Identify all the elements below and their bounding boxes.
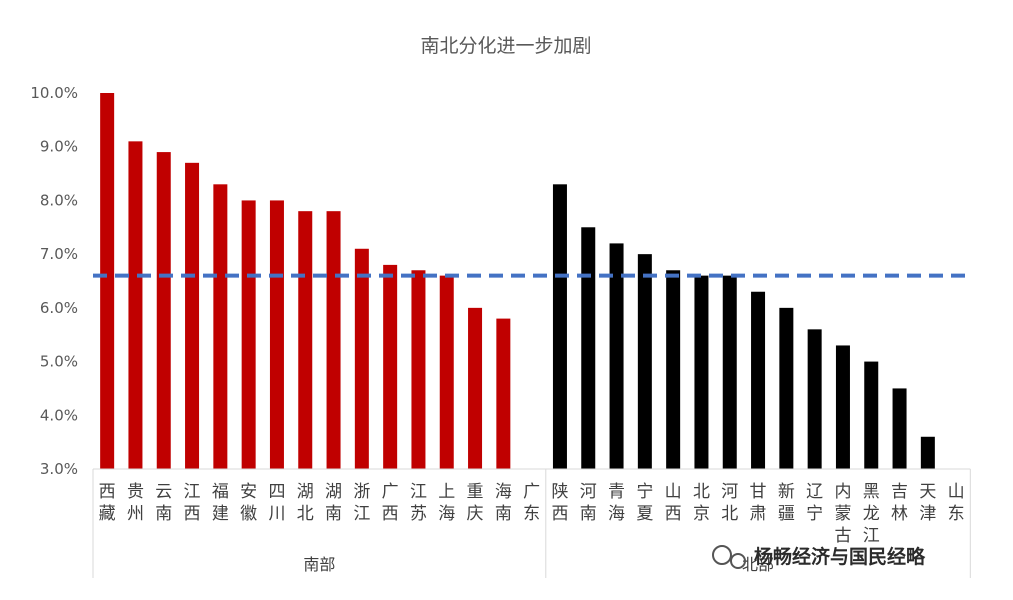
- bar: [920, 436, 935, 469]
- bar: [637, 254, 652, 469]
- group-label: 南部: [303, 555, 335, 574]
- x-tick-label: 宁夏: [636, 482, 653, 524]
- x-tick-label: 安徽: [240, 482, 257, 524]
- y-tick-label: 8.0%: [40, 191, 78, 209]
- x-tick-label: 黑龙江: [863, 482, 880, 546]
- bar: [496, 318, 511, 469]
- x-tick-label: 内蒙古: [834, 482, 851, 546]
- bar: [100, 93, 115, 469]
- x-tick-label: 湖北: [297, 482, 314, 524]
- x-tick-label: 吉林: [891, 482, 908, 524]
- y-tick-label: 3.0%: [40, 460, 78, 478]
- bar: [751, 291, 766, 469]
- y-tick-label: 9.0%: [40, 138, 78, 156]
- x-tick-label: 陕西: [551, 482, 568, 524]
- bar: [439, 275, 454, 469]
- x-tick-label: 上海: [438, 482, 455, 524]
- x-tick-label: 贵州: [127, 482, 144, 524]
- x-tick-label: 四川: [268, 482, 285, 524]
- x-tick-label: 天津: [919, 482, 936, 524]
- x-tick-label: 河南: [580, 482, 597, 524]
- x-tick-label: 重庆: [467, 482, 484, 524]
- y-axis: 3.0% 4.0% 5.0% 6.0% 7.0% 8.0% 9.0% 10.0%: [30, 84, 78, 478]
- watermark: 杨畅经济与国民经略: [712, 545, 926, 569]
- x-tick-label: 广西: [382, 482, 399, 524]
- x-tick-label: 海南: [495, 482, 512, 524]
- x-tick-label: 湖南: [325, 482, 342, 524]
- x-tick-label: 山东: [948, 482, 965, 524]
- bar: [298, 211, 313, 469]
- x-tick-label: 江西: [184, 482, 201, 524]
- x-tick-label: 新疆: [778, 482, 795, 524]
- x-tick-label: 河北: [721, 482, 738, 524]
- y-tick-label: 10.0%: [30, 84, 78, 102]
- bar: [185, 162, 200, 470]
- x-tick-label: 辽宁: [806, 482, 823, 524]
- x-tick-label: 甘肃: [750, 482, 767, 524]
- x-axis: 西藏贵州云南江西福建安徽四川湖北湖南浙江广西江苏上海重庆海南广东陕西河南青海宁夏…: [92, 468, 971, 578]
- bar: [892, 388, 907, 469]
- watermark-text: 杨畅经济与国民经略: [754, 545, 926, 568]
- bar: [411, 270, 426, 469]
- bar: [666, 270, 681, 469]
- bar: [864, 361, 879, 469]
- bar: [213, 184, 228, 470]
- wechat-icon-small: [730, 553, 746, 569]
- bar: [835, 345, 850, 469]
- y-tick-label: 7.0%: [40, 245, 78, 263]
- x-tick-label: 江苏: [410, 482, 427, 524]
- bar: [128, 141, 143, 470]
- bar: [326, 211, 341, 469]
- wechat-icon: [712, 545, 732, 565]
- x-tick-label: 西藏: [99, 482, 116, 524]
- x-tick-label: 福建: [212, 482, 229, 524]
- group-label: 北部: [742, 555, 774, 574]
- x-tick-label: 北京: [693, 482, 710, 524]
- bar: [694, 275, 709, 469]
- x-tick-label: 山西: [665, 482, 682, 524]
- bars: [100, 93, 935, 470]
- bar: [552, 184, 567, 470]
- x-tick-label: 浙江: [353, 482, 370, 524]
- bar: [468, 307, 483, 469]
- bar: [722, 275, 737, 469]
- y-tick-label: 4.0%: [40, 406, 78, 424]
- y-tick-label: 5.0%: [40, 353, 78, 371]
- bar: [807, 329, 822, 469]
- x-tick-label: 广东: [523, 482, 540, 524]
- bar: [609, 243, 624, 469]
- bar: [354, 248, 369, 469]
- bar: [269, 200, 284, 469]
- chart-title: 南北分化进一步加剧: [420, 35, 591, 57]
- bar: [383, 264, 398, 469]
- y-tick-label: 6.0%: [40, 299, 78, 317]
- bar: [156, 152, 171, 470]
- x-tick-label: 青海: [608, 482, 625, 524]
- bar: [581, 227, 596, 469]
- bar: [241, 200, 256, 469]
- x-tick-label: 云南: [155, 482, 172, 524]
- bar: [779, 307, 794, 469]
